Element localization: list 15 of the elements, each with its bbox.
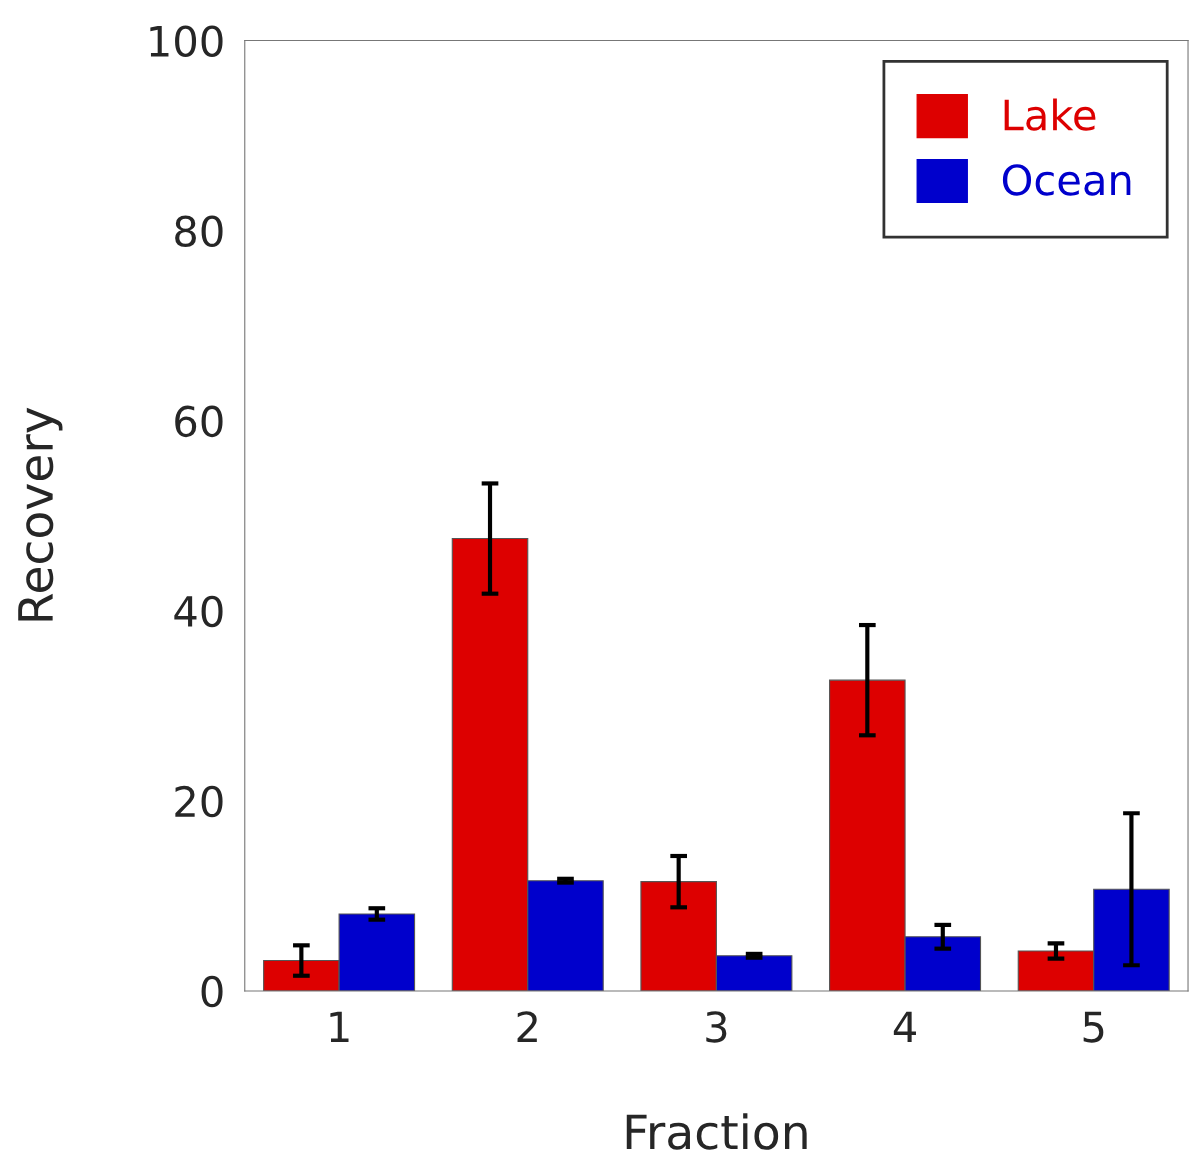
legend-label: Lake: [1004, 98, 1096, 131]
y-tick-label: 0: [201, 975, 223, 1008]
y-tick-label: 60: [175, 405, 223, 438]
x-tick-label: 1: [330, 1011, 349, 1043]
y-tick-label: 40: [174, 595, 223, 628]
y-tick-label: 20: [175, 785, 223, 818]
legend-label: Ocean: [1002, 164, 1131, 196]
x-tick-label: 4: [893, 1011, 916, 1043]
x-tick-label: 3: [706, 1011, 727, 1043]
x-tick-label: 5: [1083, 1011, 1104, 1043]
y-tick-label: 100: [150, 25, 223, 57]
x-axis-title: Fraction: [626, 1113, 807, 1150]
x-tick-label: 2: [517, 1011, 537, 1043]
y-tick-label: 80: [175, 215, 223, 248]
y-axis-title: Recovery: [18, 407, 63, 621]
